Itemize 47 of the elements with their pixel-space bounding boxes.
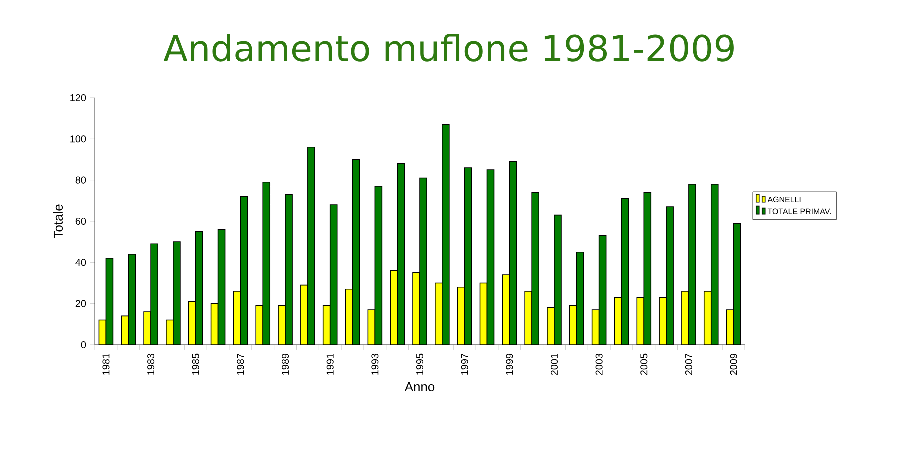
x-tick-label: 2001 (550, 354, 558, 376)
x-tick-label: 1999 (506, 354, 514, 375)
bar (598, 235, 607, 345)
x-tick-label: 1997 (461, 354, 468, 375)
bar (464, 168, 472, 345)
bar (233, 291, 242, 345)
bar (352, 159, 360, 345)
x-tick-label: 1989 (282, 354, 290, 375)
bar (374, 186, 383, 345)
bar (210, 303, 219, 345)
bar (614, 297, 622, 345)
x-tick-label: 2003 (596, 354, 603, 376)
x-tick-label: 1981 (102, 354, 110, 375)
x-tick-label: 1983 (148, 354, 155, 375)
x-tick-label: 1987 (237, 354, 244, 375)
y-tick-label: 120 (70, 94, 86, 102)
bar (345, 289, 354, 345)
x-tick-label: 1993 (372, 354, 379, 375)
bar (509, 161, 518, 345)
x-tick-label: 2005 (640, 354, 648, 376)
y-tick-label: 80 (76, 176, 86, 184)
y-tick-label: 100 (70, 136, 86, 143)
x-tick-label: 2007 (685, 354, 692, 376)
x-tick-label: 1995 (416, 354, 424, 375)
bar (592, 310, 600, 345)
x-tick-label: 2009 (730, 354, 738, 376)
bar (106, 258, 114, 345)
bar (98, 320, 107, 345)
bar (457, 286, 466, 345)
bar (368, 310, 376, 345)
bar (621, 198, 630, 345)
chart-title: Andamento muflone 1981-2009 (164, 34, 734, 62)
x-axis-title: Anno (404, 382, 435, 392)
bar (726, 310, 734, 345)
y-tick-label: 20 (76, 300, 86, 308)
bar (480, 282, 488, 345)
bar (502, 274, 510, 345)
y-axis-title: Totale (54, 204, 64, 238)
y-tick-label: 0 (81, 341, 86, 349)
bar (240, 196, 248, 345)
y-tick-label: 40 (76, 259, 86, 266)
bar (486, 170, 495, 345)
x-tick-label: 1991 (326, 354, 334, 375)
bar (733, 223, 742, 345)
y-tick-label: 60 (76, 218, 86, 226)
x-tick-label: 1985 (192, 354, 200, 375)
bar (218, 229, 226, 345)
